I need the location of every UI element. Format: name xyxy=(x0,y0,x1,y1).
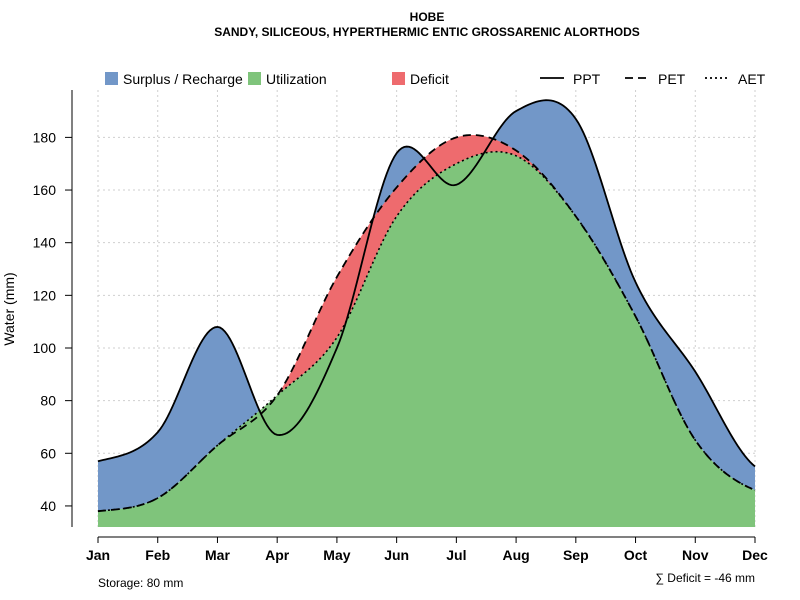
surplus-recharge-area xyxy=(98,100,755,512)
y-tick-label: 140 xyxy=(33,235,57,251)
legend-label: PPT xyxy=(573,71,601,87)
x-tick-label: Apr xyxy=(265,547,290,563)
x-tick-label: Jul xyxy=(446,547,466,563)
series-lines xyxy=(97,99,756,513)
y-tick-label: 160 xyxy=(33,182,57,198)
legend-swatch xyxy=(392,72,405,85)
x-tick-label: Mar xyxy=(205,547,230,563)
y-tick-label: 180 xyxy=(33,129,57,145)
x-tick-label: May xyxy=(323,547,350,563)
x-tick-label: Sep xyxy=(563,547,589,563)
legend-label: Utilization xyxy=(266,71,327,87)
area-fills xyxy=(98,100,755,527)
legend-label: Surplus / Recharge xyxy=(123,71,243,87)
y-tick-label: 100 xyxy=(33,340,57,356)
y-tick-label: 80 xyxy=(40,393,56,409)
legend-label: PET xyxy=(658,71,686,87)
aet-line xyxy=(97,150,756,512)
y-tick-label: 60 xyxy=(40,445,56,461)
legend: Surplus / Recharge Utilization Deficit PPT P… xyxy=(105,71,766,87)
ppt-line xyxy=(97,99,756,468)
x-tick-label: Oct xyxy=(624,547,648,563)
deficit-label: ∑ Deficit = -46 mm xyxy=(655,571,755,585)
legend-swatch xyxy=(248,72,261,85)
x-tick-label: Dec xyxy=(742,547,768,563)
y-tick-label: 40 xyxy=(40,498,56,514)
y-tick-label: 120 xyxy=(33,287,57,303)
utilization-area xyxy=(98,151,755,527)
x-tick-label: Jun xyxy=(384,547,409,563)
axes: 40 60 80 100 120 140 160 180 Jan Feb Mar Apr May Jun J… xyxy=(33,90,768,563)
x-tick-label: Nov xyxy=(682,547,709,563)
legend-label: Deficit xyxy=(410,71,449,87)
legend-swatch xyxy=(105,72,118,85)
y-axis-label: Water (mm) xyxy=(1,272,17,345)
x-tick-label: Feb xyxy=(145,547,170,563)
storage-label: Storage: 80 mm xyxy=(98,576,183,590)
chart-subtitle: SANDY, SILICEOUS, HYPERTHERMIC ENTIC GRO… xyxy=(214,25,640,39)
legend-label: AET xyxy=(738,71,766,87)
x-tick-label: Jan xyxy=(86,547,110,563)
x-tick-label: Aug xyxy=(502,547,529,563)
chart-title: HOBE xyxy=(410,10,445,24)
